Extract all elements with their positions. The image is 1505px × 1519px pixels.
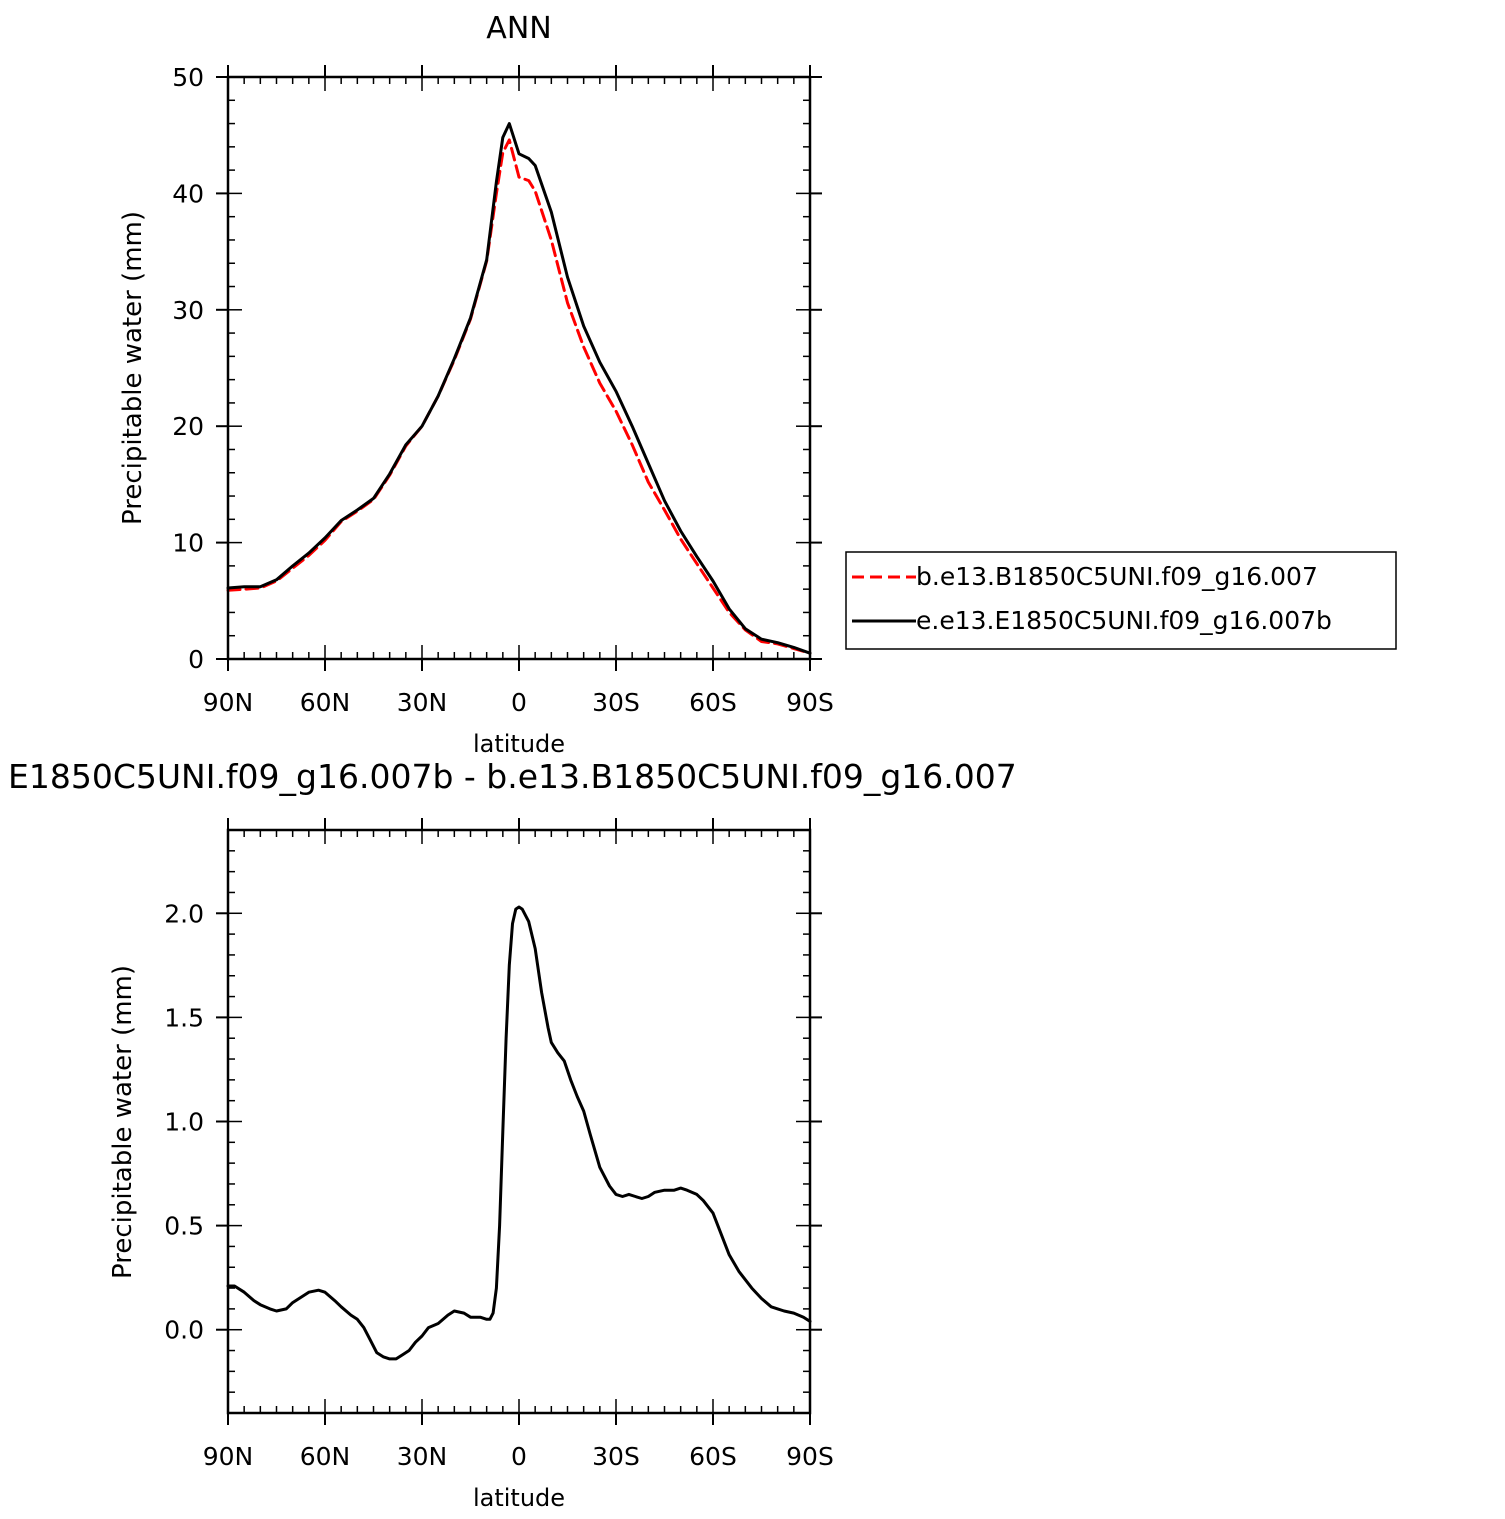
legend: b.e13.B1850C5UNI.f09_g16.007 e.e13.E1850… (845, 551, 1397, 650)
x-tick-label: 60S (689, 1442, 737, 1471)
x-tick-label: 90S (786, 688, 834, 717)
y-tick-label: 20 (172, 412, 204, 441)
x-tick-label: 0 (511, 1442, 527, 1471)
y-tick-label: 1.5 (164, 1003, 204, 1032)
chart-panel-bottom: E1850C5UNI.f09_g16.007b - b.e13.B1850C5U… (8, 757, 1017, 1512)
bottom-x-tick-labels: 90N 60N 30N 0 30S 60S 90S (203, 1442, 834, 1471)
y-axis-label-top: Precipitable water (mm) (118, 211, 148, 525)
x-tick-label: 30N (397, 688, 448, 717)
y-tick-label: 0.5 (164, 1212, 204, 1241)
legend-label-series-1: b.e13.B1850C5UNI.f09_g16.007 (916, 562, 1318, 591)
y-tick-label: 1.0 (164, 1108, 204, 1137)
x-tick-label: 30S (592, 1442, 640, 1471)
top-x-tick-labels: 90N 60N 30N 0 30S 60S 90S (203, 688, 834, 717)
x-tick-label: 0 (511, 688, 527, 717)
y-tick-label: 40 (172, 179, 204, 208)
series-line-bottom-1 (226, 905, 812, 1361)
y-tick-label: 0.0 (164, 1316, 204, 1345)
chart-title-bottom: E1850C5UNI.f09_g16.007b - b.e13.B1850C5U… (8, 757, 1017, 796)
x-axis-label-bottom: latitude (473, 1484, 565, 1512)
x-axis-label-top: latitude (473, 730, 565, 758)
series-line-top-2 (226, 122, 812, 655)
bottom-series-lines (226, 905, 812, 1361)
x-tick-label: 60S (689, 688, 737, 717)
top-series-lines (226, 122, 812, 655)
x-tick-label: 60N (300, 688, 351, 717)
y-tick-label: 2.0 (164, 899, 204, 928)
y-axis-label-bottom: Precipitable water (mm) (108, 965, 138, 1279)
y-tick-label: 0 (188, 645, 204, 674)
chart-title-top: ANN (486, 11, 551, 46)
y-tick-label: 10 (172, 529, 204, 558)
bottom-y-tick-labels: 0.0 0.5 1.0 1.5 2.0 (164, 899, 204, 1344)
x-tick-label: 90N (203, 688, 254, 717)
legend-label-series-2: e.e13.E1850C5UNI.f09_g16.007b (916, 606, 1332, 635)
x-tick-label: 60N (300, 1442, 351, 1471)
x-tick-label: 30N (397, 1442, 448, 1471)
plot-frame-bottom (226, 828, 812, 1415)
legend-box (845, 551, 1397, 650)
top-y-tick-labels: 0 10 20 30 40 50 (172, 63, 204, 674)
x-tick-label: 90N (203, 1442, 254, 1471)
y-tick-label: 50 (172, 63, 204, 92)
x-tick-label: 90S (786, 1442, 834, 1471)
plot-frame-top (226, 75, 812, 661)
y-tick-label: 30 (172, 296, 204, 325)
chart-panel-top: ANN 0 10 20 30 40 50 90N 60N 30N 0 30S 60S 90S lati… (118, 11, 1397, 758)
x-tick-label: 30S (592, 688, 640, 717)
